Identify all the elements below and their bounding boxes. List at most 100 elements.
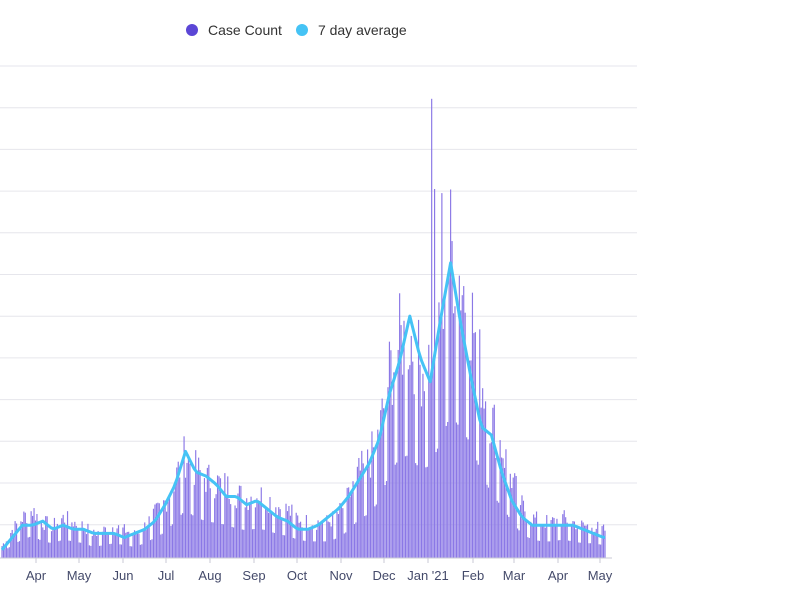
case-count-bar xyxy=(7,548,9,558)
case-count-bar xyxy=(148,516,150,558)
case-count-bar xyxy=(364,516,366,558)
case-count-bar xyxy=(431,98,433,559)
case-count-bar xyxy=(588,543,590,558)
case-count-bar xyxy=(221,524,223,558)
case-count-bar xyxy=(183,436,185,558)
case-count-bar xyxy=(59,540,61,558)
case-count-bar xyxy=(294,538,296,558)
case-count-bar xyxy=(353,524,356,558)
case-count-bar xyxy=(81,521,83,558)
case-count-bar xyxy=(557,540,559,558)
case-count-bar xyxy=(334,538,337,558)
x-tick-label: Nov xyxy=(329,568,353,583)
case-count-bar xyxy=(317,520,319,558)
case-count-bar xyxy=(5,541,7,558)
case-count-bar xyxy=(528,537,530,558)
case-count-bar xyxy=(409,365,411,558)
case-count-bar xyxy=(468,360,471,558)
case-count-bar xyxy=(256,498,258,558)
case-count-bar xyxy=(297,515,299,558)
case-count-bar xyxy=(216,475,219,558)
case-count-bar xyxy=(377,429,379,558)
case-count-bar xyxy=(543,525,545,558)
case-count-bar xyxy=(39,539,41,558)
case-count-bar xyxy=(158,503,160,558)
case-count-bars xyxy=(1,98,606,559)
case-count-bar xyxy=(404,456,407,558)
case-count-bar xyxy=(467,439,469,558)
case-count-bar xyxy=(490,442,492,558)
case-count-bar xyxy=(66,511,69,558)
case-count-bar xyxy=(40,520,42,558)
case-count-bar xyxy=(65,525,67,558)
case-count-bar xyxy=(122,527,124,558)
case-count-bar xyxy=(273,532,275,558)
case-count-bar xyxy=(286,511,289,558)
case-count-bar xyxy=(112,527,114,558)
case-count-bar xyxy=(461,295,463,558)
case-count-bar xyxy=(152,508,155,558)
case-count-bar xyxy=(399,293,401,558)
case-count-bar xyxy=(32,515,34,558)
case-count-bar xyxy=(533,514,535,558)
case-count-bar xyxy=(93,529,95,558)
case-count-bar xyxy=(316,529,318,558)
case-count-bar xyxy=(368,464,370,558)
case-count-bar xyxy=(37,539,39,558)
case-count-bar xyxy=(498,502,500,558)
case-count-bar xyxy=(385,481,388,558)
case-count-bar xyxy=(455,422,458,558)
case-count-bar xyxy=(49,542,51,558)
case-count-bar xyxy=(71,522,73,558)
case-count-bar xyxy=(356,466,358,558)
case-count-bar xyxy=(250,496,252,558)
case-count-bar xyxy=(367,449,369,558)
legend-item-case-count[interactable]: Case Count xyxy=(186,22,282,38)
case-count-bar xyxy=(103,526,105,558)
case-count-bar xyxy=(276,515,278,558)
case-count-bar xyxy=(374,506,376,558)
case-count-bar xyxy=(454,306,456,558)
case-count-bar xyxy=(582,522,584,558)
case-count-bar xyxy=(278,507,280,558)
case-count-bar xyxy=(559,540,561,558)
x-axis: Apr May Jun Jul Aug Sep Oct Nov Dec Jan '21 Feb Mar… xyxy=(0,557,613,583)
case-count-bar xyxy=(569,540,571,558)
case-count-bar xyxy=(503,467,506,558)
case-count-bar xyxy=(602,524,605,558)
case-count-bar xyxy=(275,507,277,558)
case-count-bar xyxy=(113,532,115,558)
case-count-bar xyxy=(259,501,261,558)
case-count-bar xyxy=(310,527,312,558)
case-count-bar xyxy=(139,544,141,558)
case-count-bar xyxy=(196,472,198,558)
case-count-bar xyxy=(512,477,514,558)
case-count-bar xyxy=(233,527,235,558)
case-count-bar xyxy=(362,463,364,558)
case-count-bar xyxy=(473,333,475,558)
case-count-bar xyxy=(157,502,159,558)
case-count-bar xyxy=(318,523,321,558)
case-count-bar xyxy=(556,518,558,558)
case-count-bar xyxy=(18,541,21,558)
case-count-bar xyxy=(21,522,23,558)
case-count-bar xyxy=(304,540,306,558)
case-count-bar xyxy=(508,516,510,558)
case-count-bar xyxy=(563,510,565,558)
case-count-bar xyxy=(518,530,520,558)
case-count-bar xyxy=(501,457,503,558)
case-count-bar xyxy=(55,528,57,558)
legend-label-case-count: Case Count xyxy=(208,22,282,38)
case-count-bar xyxy=(432,362,434,558)
case-count-bar xyxy=(199,470,201,558)
case-count-bar xyxy=(10,532,12,558)
case-count-bar xyxy=(422,373,424,558)
case-count-bar xyxy=(535,511,538,558)
case-count-bar xyxy=(263,529,265,558)
x-tick-label: Aug xyxy=(198,568,221,583)
case-count-bar xyxy=(58,541,60,558)
legend-item-7-day-average[interactable]: 7 day average xyxy=(295,22,407,38)
case-count-bar xyxy=(77,529,79,558)
case-count-bar xyxy=(136,532,139,558)
case-count-bar xyxy=(298,522,300,558)
